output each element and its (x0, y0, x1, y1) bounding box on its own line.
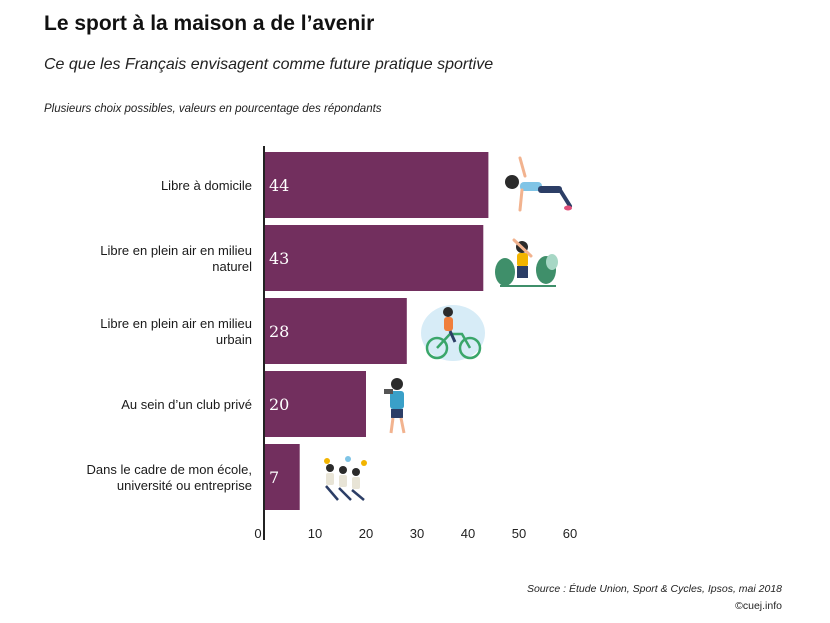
x-tick-label-5: 50 (512, 526, 526, 541)
x-tick-label-2: 20 (359, 526, 373, 541)
value-label-2: 28 (269, 322, 289, 341)
chart-note: Plusieurs choix possibles, valeurs en po… (44, 103, 382, 115)
chart-subtitle: Ce que les Français envisagent comme fut… (44, 56, 494, 73)
value-label-0: 44 (269, 176, 289, 195)
bar-4 (264, 444, 300, 510)
group-exercise-icon (324, 456, 367, 501)
cyclist-icon (421, 305, 485, 361)
value-label-4: 7 (269, 468, 279, 487)
x-tick-label-3: 30 (410, 526, 424, 541)
category-label-3: Au sein d’un club privé (121, 397, 252, 412)
value-label-1: 43 (269, 249, 289, 268)
credit-text: ©cuej.info (735, 600, 782, 612)
category-label-1: Libre en plein air en milieu naturel (100, 243, 252, 274)
bar-0 (264, 152, 489, 218)
value-label-3: 20 (269, 395, 289, 414)
x-tick-label-1: 10 (308, 526, 322, 541)
outdoor-stretch-icon (495, 238, 558, 287)
chart-title: Le sport à la maison a de l’avenir (44, 12, 375, 35)
category-label-2: Libre en plein air en milieu urbain (100, 316, 252, 347)
x-tick-label-6: 60 (563, 526, 577, 541)
bar-3 (264, 371, 366, 437)
bar-1 (264, 225, 484, 291)
category-label-0: Libre à domicile (161, 178, 252, 193)
yoga-pose-icon (505, 156, 572, 212)
category-label-4: Dans le cadre de mon école, université ou… (87, 462, 252, 493)
gym-weights-icon (384, 378, 406, 434)
x-tick-label-0: 0 (254, 526, 261, 541)
bar-2 (264, 298, 407, 364)
x-tick-label-4: 40 (461, 526, 475, 541)
source-text: Source : Étude Union, Sport & Cycles, Ip… (526, 583, 782, 595)
